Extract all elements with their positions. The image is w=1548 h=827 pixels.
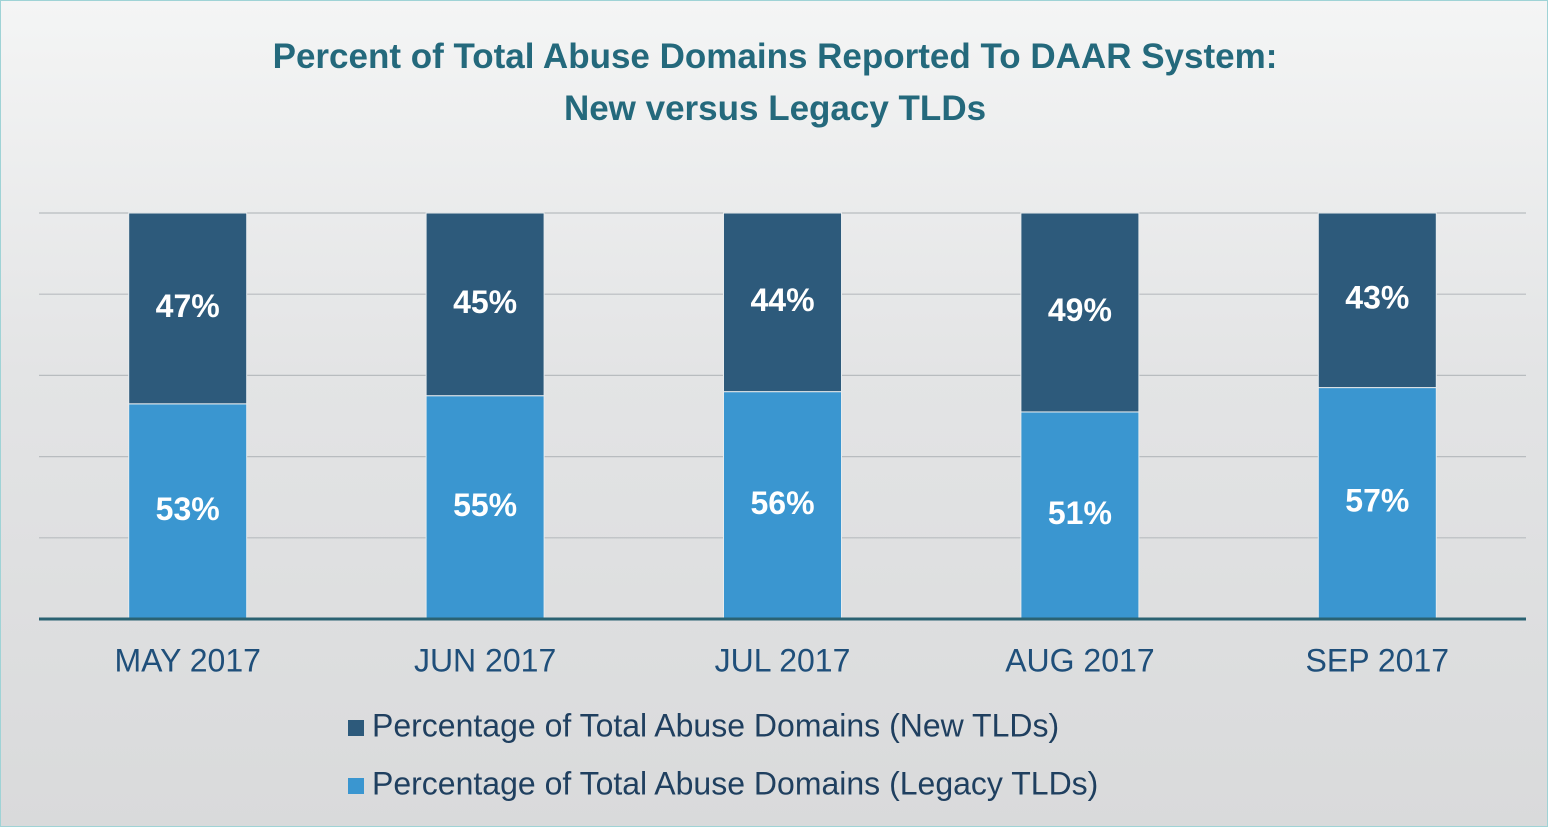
data-label: 51% bbox=[1048, 495, 1112, 531]
bar-segment bbox=[425, 212, 545, 397]
bar-segment bbox=[723, 391, 842, 620]
data-label: 53% bbox=[156, 491, 220, 527]
chart-title: Percent of Total Abuse Domains Reported … bbox=[210, 31, 1340, 135]
data-label: 45% bbox=[453, 284, 517, 320]
bar-segment bbox=[1317, 212, 1437, 389]
legend-swatch bbox=[348, 778, 364, 794]
x-tick-label: JUL 2017 bbox=[715, 642, 851, 678]
data-label: 47% bbox=[156, 288, 220, 324]
data-label: 55% bbox=[453, 487, 517, 523]
x-tick-label: JUN 2017 bbox=[414, 642, 556, 678]
bar-segment bbox=[128, 212, 248, 405]
x-tick-label: AUG 2017 bbox=[1005, 642, 1154, 678]
bar-segment bbox=[723, 212, 842, 393]
data-label: 44% bbox=[750, 282, 814, 318]
legend-label: Percentage of Total Abuse Domains (New T… bbox=[372, 707, 1059, 743]
data-label: 57% bbox=[1345, 483, 1409, 519]
bar-segment bbox=[128, 403, 248, 620]
bar-segment bbox=[1020, 212, 1140, 413]
data-label: 49% bbox=[1048, 292, 1112, 328]
title-line: Percent of Total Abuse Domains Reported … bbox=[272, 37, 1278, 76]
title-line: New versus Legacy TLDs bbox=[563, 89, 987, 128]
data-label: 56% bbox=[750, 485, 814, 521]
x-tick-label: MAY 2017 bbox=[114, 642, 260, 678]
legend-label: Percentage of Total Abuse Domains (Legac… bbox=[372, 765, 1098, 801]
x-tick-label: SEP 2017 bbox=[1306, 642, 1450, 678]
data-label: 43% bbox=[1345, 280, 1409, 316]
bar-segment bbox=[1020, 411, 1140, 620]
legend-swatch bbox=[348, 720, 364, 736]
